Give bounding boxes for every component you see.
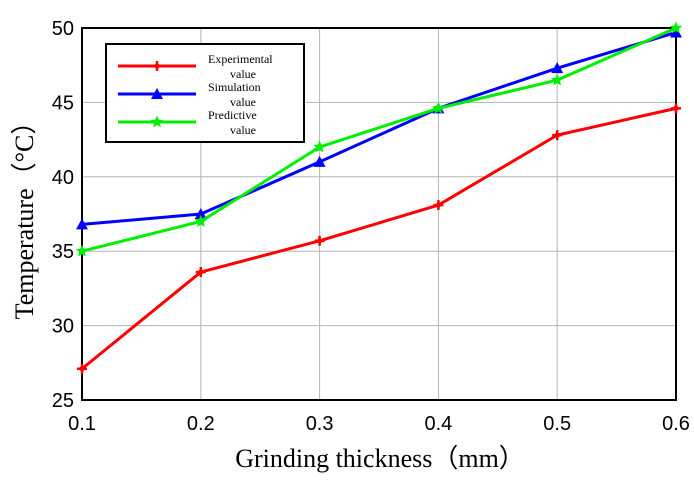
data-point (432, 101, 445, 114)
x-tick-label: 0.2 (187, 413, 215, 435)
series-line (81, 106, 677, 370)
series-3 (75, 21, 683, 257)
legend-label-line2: value (230, 123, 256, 137)
data-point (313, 155, 326, 167)
series-1 (77, 103, 681, 374)
data-point (76, 218, 88, 230)
x-tick-label: 0.4 (424, 413, 452, 435)
y-tick-label: 30 (52, 316, 74, 338)
data-point (551, 62, 564, 74)
data-point (77, 363, 87, 374)
y-tick-label: 25 (52, 390, 74, 412)
legend-label: Experimental (208, 52, 273, 66)
series-line (81, 26, 677, 253)
series-line (81, 31, 677, 226)
y-tick-label: 45 (52, 92, 74, 114)
legend-marker (151, 88, 163, 99)
data-point (195, 267, 206, 278)
x-tick-label: 0.5 (543, 413, 571, 435)
x-tick-label: 0.6 (662, 413, 690, 435)
legend: ExperimentalvalueSimulationvaluePredicti… (105, 43, 305, 143)
data-point (314, 235, 325, 246)
legend-label-line2: value (230, 67, 256, 81)
data-point (669, 21, 683, 34)
series-group (75, 21, 683, 374)
plot-frame (81, 27, 677, 401)
grid (82, 28, 676, 400)
legend-label-line2: value (230, 95, 256, 109)
legend-label: Simulation (208, 80, 261, 94)
y-axis-ticks: 25 30 35 40 45 50 (52, 18, 74, 412)
x-axis-ticks: 0.1 0.2 0.3 0.4 0.5 0.6 (68, 413, 690, 435)
data-point (552, 130, 563, 141)
legend-marker (152, 61, 162, 71)
x-tick-label: 0.3 (306, 413, 334, 435)
y-tick-label: 35 (52, 241, 74, 263)
data-point (313, 140, 326, 153)
data-point (194, 208, 207, 219)
data-point (75, 244, 89, 257)
data-point (551, 73, 564, 86)
legend-marker (150, 115, 164, 128)
y-tick-label: 50 (52, 18, 74, 40)
y-axis-title: Temperature（°C） (10, 109, 39, 320)
data-point (194, 214, 207, 227)
x-axis-title: Grinding thickness（mm） (235, 444, 525, 473)
y-tick-label: 40 (52, 167, 74, 189)
data-point (671, 103, 681, 114)
data-point (670, 26, 682, 38)
x-tick-label: 0.1 (68, 413, 96, 435)
data-point (433, 200, 444, 211)
legend-label: Predictive (208, 108, 257, 122)
